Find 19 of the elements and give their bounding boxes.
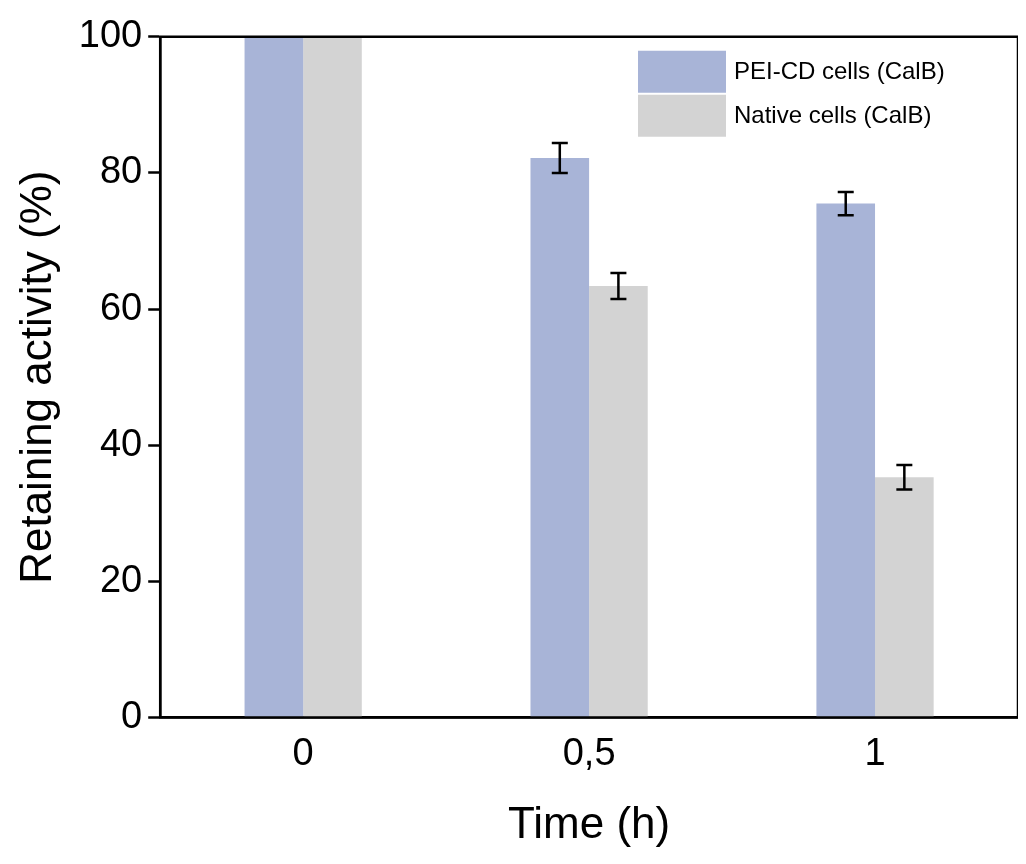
- x-tick-label: 0,5: [562, 730, 616, 773]
- legend-label: Native cells (CalB): [734, 101, 932, 129]
- legend-label: PEI-CD cells (CalB): [734, 57, 945, 85]
- x-tick-label: 0: [292, 730, 314, 773]
- y-tick-label: 80: [99, 149, 143, 192]
- x-axis-title: Time (h): [508, 797, 671, 847]
- x-tick-label: 1: [864, 730, 886, 773]
- bar: [875, 477, 934, 718]
- y-tick-label: 0: [121, 694, 143, 737]
- y-tick-label: 100: [78, 13, 143, 56]
- bar: [303, 36, 362, 718]
- bar: [589, 285, 648, 718]
- bar: [244, 36, 304, 718]
- y-axis-title: Retaining activity (%): [10, 170, 60, 584]
- bar: [816, 203, 876, 718]
- y-tick-label: 60: [99, 285, 143, 328]
- bar: [530, 157, 590, 718]
- y-tick-label: 20: [99, 557, 143, 600]
- y-tick-label: 40: [99, 421, 143, 464]
